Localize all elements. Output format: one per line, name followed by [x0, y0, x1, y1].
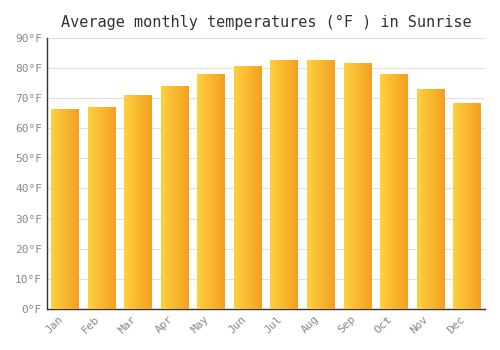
- Title: Average monthly temperatures (°F ) in Sunrise: Average monthly temperatures (°F ) in Su…: [60, 15, 471, 30]
